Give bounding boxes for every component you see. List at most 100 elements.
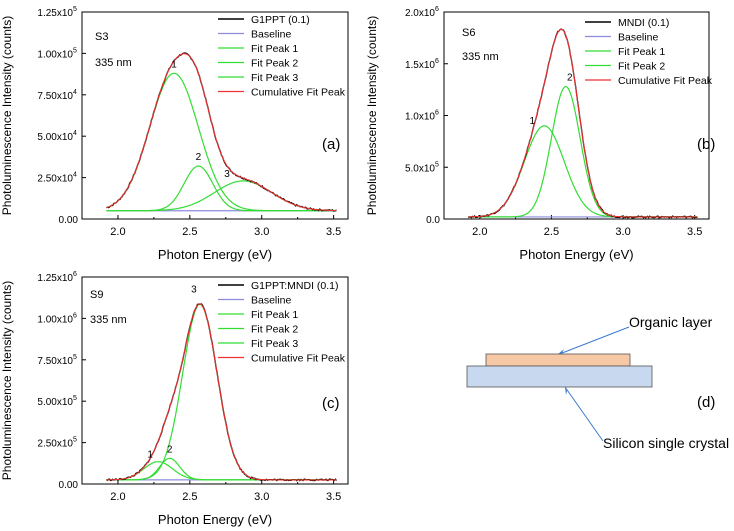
cumulative-fit-line: [106, 53, 337, 212]
peak-number-label: 3: [224, 169, 230, 180]
legend-label: Baseline: [251, 29, 291, 41]
wavelength-label: 335 nm: [90, 314, 127, 326]
y-tick-exponent: 5: [73, 395, 77, 402]
legend-label: Fit Peak 3: [251, 72, 298, 84]
y-tick-exponent: 6: [435, 110, 439, 117]
y-tick-exponent: 6: [73, 312, 77, 319]
y-tick-exponent: 6: [73, 271, 77, 278]
legend-label: Fit Peak 2: [251, 324, 298, 336]
x-tick-label: 2.0: [110, 226, 125, 238]
measured-data-line: [106, 303, 338, 482]
panel-letter: (a): [322, 136, 340, 153]
diagram-panel-d: Organic layer Silicon single crystal (d): [367, 265, 734, 531]
y-tick-label: 2.0x10: [405, 8, 435, 19]
chart-panel-c: 2.0 2.5 3.0 3.5 0.00 2.50x10 5 5.00x10 5 7.50x10 5…: [0, 265, 367, 531]
y-tick-label: 0.00: [59, 215, 79, 226]
substrate-arrowhead: [565, 387, 567, 395]
y-axis-label: Photoluminescence Intensity (counts): [365, 16, 379, 215]
fit-peak-2-line: [468, 86, 698, 218]
legend-label: G1PPT:MNDI (0.1): [251, 280, 339, 292]
y-tick-exponent: 5: [73, 47, 77, 54]
chart-svg: 2.0 2.5 3.0 3.50.002.50x10 45.00x10 47.50x10 4…: [0, 6, 349, 262]
substrate-label: Silicon single crystal: [603, 435, 729, 451]
peak-number-label: 1: [529, 116, 535, 127]
y-tick-label: 1.00x10: [37, 49, 73, 60]
panel-letter: (b): [697, 136, 715, 153]
plot-area: [106, 303, 338, 482]
x-tick-label: 3.5: [687, 226, 702, 238]
y-tick-label: 1.00x10: [37, 314, 73, 325]
x-tick-label: 2.5: [544, 226, 559, 238]
legend-label: Fit Peak 1: [251, 309, 298, 321]
y-axis-label: Photoluminescence Intensity (counts): [0, 281, 14, 480]
legend: G1PPT (0.1) Baseline Fit Peak 1 Fit Peak 2 F…: [218, 14, 346, 99]
y-tick-label: 7.50x10: [37, 91, 73, 102]
organic-layer-pointer: [556, 326, 630, 356]
y-tick-exponent: 6: [435, 58, 439, 65]
y-tick-label: 5.0x10: [405, 163, 435, 174]
x-tick-label: 2.5: [182, 226, 197, 238]
peak-number-label: 2: [567, 73, 573, 84]
x-tick-label: 2.0: [110, 491, 125, 503]
plot-frame: [81, 276, 349, 485]
organic-layer-rect: [485, 353, 631, 367]
y-tick-exponent: 5: [73, 354, 77, 361]
sample-label: S6: [462, 27, 475, 39]
wavelength-label: 335 nm: [462, 51, 499, 63]
peak-number-label: 3: [191, 284, 197, 295]
y-tick-label: 2.50x10: [37, 439, 73, 450]
x-tick-label: 2.0: [472, 226, 487, 238]
substrate-pointer: [564, 386, 604, 442]
fit-peak-3-line: [106, 303, 337, 481]
silicon-substrate-rect: [466, 365, 653, 388]
y-tick-label: 7.50x10: [37, 356, 73, 367]
chart-svg: 2.0 2.5 3.0 3.50.05.0x10 51.0x10 61.5x10 62.0x…: [365, 6, 715, 262]
legend-label: Fit Peak 3: [251, 338, 298, 350]
y-tick-exponent: 4: [73, 172, 77, 179]
y-tick-label: 1.0x10: [405, 112, 435, 123]
legend-label: MNDI (0.1): [618, 17, 669, 29]
layer-diagram: Organic layer Silicon single crystal (d): [466, 314, 729, 451]
y-tick-label: 0.0: [426, 215, 440, 226]
peak-number-label: 2: [196, 152, 202, 163]
y-axis-label: Photoluminescence Intensity (counts): [0, 16, 14, 215]
cumulative-fit-line: [106, 303, 337, 481]
x-tick-label: 3.0: [615, 226, 630, 238]
x-axis-label: Photon Energy (eV): [158, 512, 272, 527]
organic-layer-arrowhead: [557, 349, 564, 355]
organic-layer-label: Organic layer: [629, 314, 713, 330]
y-tick-exponent: 6: [435, 6, 439, 13]
legend-label: Baseline: [251, 295, 291, 307]
legend-label: Fit Peak 2: [618, 61, 665, 73]
panel-letter-d: (d): [697, 394, 715, 411]
plot-area: [106, 52, 337, 212]
legend-label: Fit Peak 1: [251, 43, 298, 55]
chart-panel-a: 2.0 2.5 3.0 3.5 0.00 2.50x10 4 5.00x10 4 7.50x10 4…: [0, 0, 367, 265]
y-tick-exponent: 5: [73, 437, 77, 444]
legend-label: Fit Peak 1: [618, 46, 665, 58]
y-tick-exponent: 5: [435, 161, 439, 168]
plot-frame: [81, 11, 349, 220]
legend: MNDI (0.1) Baseline Fit Peak 1 Fit Peak 2 Cu…: [585, 17, 713, 87]
chart-svg: 2.0 2.5 3.0 3.50.002.50x10 55.00x10 57.50x10 5…: [0, 271, 349, 527]
x-axis-label: Photon Energy (eV): [158, 247, 272, 262]
y-tick-label: 1.5x10: [405, 60, 435, 71]
peak-number-label: 2: [167, 444, 173, 455]
chart-panel-b: 2.0 2.5 3.0 3.5 0.0 5.0x10 5 1.0x10 6 1.5x10 6 2.0x…: [365, 0, 734, 265]
legend-label: Cumulative Fit Peak: [251, 87, 346, 99]
x-tick-label: 3.0: [254, 491, 269, 503]
plot-area: [468, 28, 698, 219]
y-tick-label: 5.00x10: [37, 132, 73, 143]
x-axis-label: Photon Energy (eV): [519, 247, 633, 262]
sample-label: S3: [95, 31, 108, 43]
legend: G1PPT:MNDI (0.1) Baseline Fit Peak 1 Fit Pe…: [218, 280, 346, 365]
y-tick-label: 1.25x10: [37, 273, 73, 284]
cumulative-fit-line: [468, 28, 698, 218]
x-tick-label: 3.5: [326, 491, 341, 503]
wavelength-label: 335 nm: [95, 57, 132, 69]
x-tick-label: 3.0: [254, 226, 269, 238]
sample-label: S9: [90, 289, 103, 301]
y-tick-exponent: 4: [73, 89, 77, 96]
y-tick-exponent: 4: [73, 130, 77, 137]
y-tick-label: 2.50x10: [37, 174, 73, 185]
